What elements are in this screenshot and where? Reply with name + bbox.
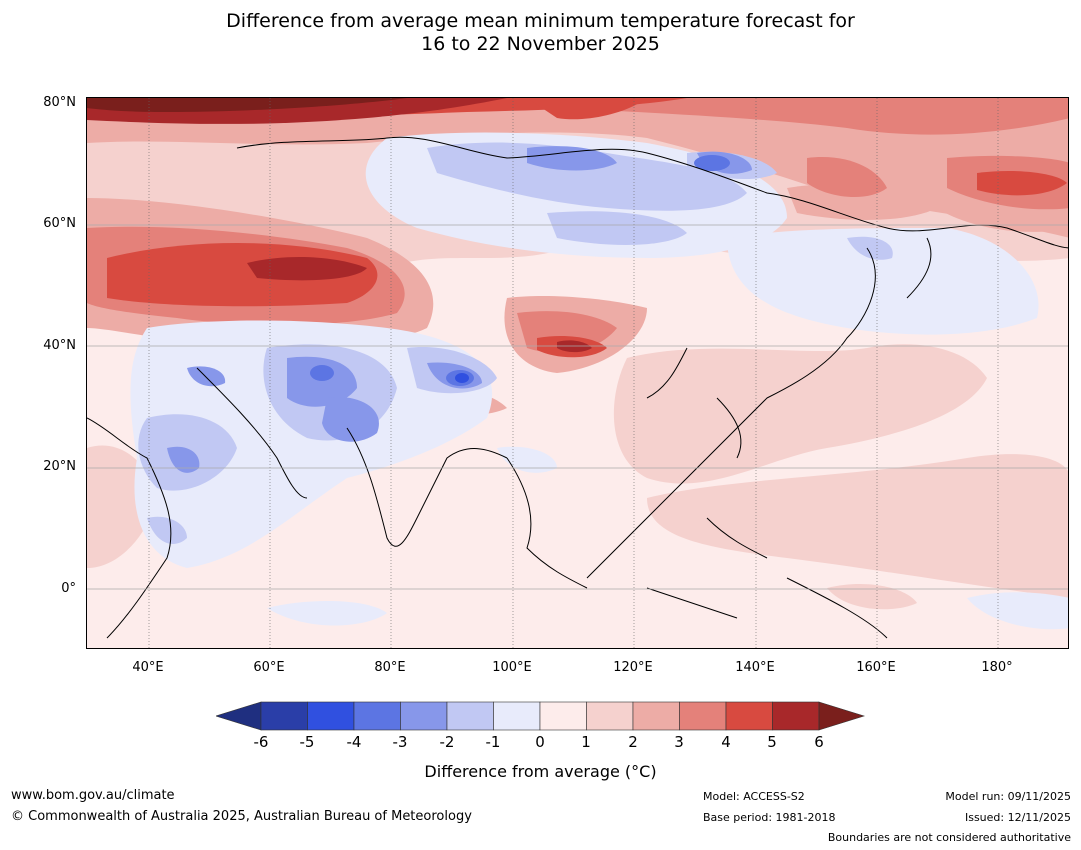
colorbar-3-4 [679,701,727,731]
graticule [148,98,999,648]
lon-label-40e: 40°E [132,660,164,675]
colorbar-tick: 2 [628,733,638,751]
chart-title: Difference from average mean minimum tem… [0,10,1081,56]
colorbar-m4-m3 [353,701,401,731]
colorbar-4-5 [725,701,773,731]
lon-label-140e: 140°E [735,660,775,675]
footer-base-period: Base period: 1981-2018 [703,811,836,824]
colorbar-tick: -2 [439,733,455,751]
colorbar-m2-m1 [446,701,494,731]
lat-label-20n: 20°N [43,459,76,474]
anomaly-m5-m4 [455,373,469,383]
colorbar-tick: -5 [299,733,315,751]
footer-issued: Issued: 12/11/2025 [964,811,1071,824]
lon-label-100e: 100°E [492,660,532,675]
lon-label-160e: 160°E [856,660,896,675]
lat-label-80n: 80°N [43,95,76,110]
colorbar-label-suffix: ) [650,762,657,781]
colorbar-tick: -4 [346,733,362,751]
colorbar-tick: 1 [581,733,591,751]
lat-label-60n: 60°N [43,216,76,231]
lon-label-80e: 80°E [374,660,406,675]
lon-label-180: 180° [981,660,1013,675]
colorbar-tick: -3 [392,733,408,751]
title-line-1: Difference from average mean minimum tem… [226,10,855,32]
anomaly-m4-m3 [310,155,730,386]
colorbar-tick: 3 [674,733,684,751]
map-canvas [87,98,1068,648]
colorbar-label-prefix: Difference from average ( [424,762,632,781]
colorbar-tick: 6 [814,733,824,751]
lat-label-0: 0° [61,581,76,596]
lat-label-40n: 40°N [43,338,76,353]
colorbar-below-min [216,701,262,731]
colorbar-1-2 [586,701,634,731]
footer-disclaimer: Boundaries are not considered authoritat… [827,831,1071,844]
colorbar-m5-m4 [307,701,355,731]
footer-copyright: © Commonwealth of Australia 2025, Austra… [11,809,472,824]
lon-label-60e: 60°E [253,660,285,675]
lon-label-120e: 120°E [613,660,653,675]
colorbar-above-max [818,701,866,731]
lat-gridlines [87,224,1068,590]
title-line-2: 16 to 22 November 2025 [421,33,660,55]
colorbar-m1-0 [493,701,541,731]
colorbar [216,701,866,731]
colorbar-m6-m5 [260,701,308,731]
colorbar-m3-m2 [400,701,448,731]
colorbar-2-3 [632,701,680,731]
anomaly-m3-m2 [167,146,752,473]
footer-website-link[interactable]: www.bom.gov.au/climate [11,788,175,803]
colorbar-tick: -1 [485,733,501,751]
footer-model: Model: ACCESS-S2 [703,790,805,803]
colorbar-tick: 5 [767,733,777,751]
colorbar-tick: 4 [721,733,731,751]
forecast-map [86,97,1069,649]
colorbar-tick: 0 [535,733,545,751]
colorbar-tick: -6 [253,733,269,751]
colorbar-5-6 [772,701,820,731]
colorbar-label-unit: °C [631,762,651,781]
footer-model-run: Model run: 09/11/2025 [945,790,1071,803]
colorbar-0-1 [539,701,587,731]
colorbar-label: Difference from average (°C) [0,762,1081,781]
coastlines [87,136,1068,639]
